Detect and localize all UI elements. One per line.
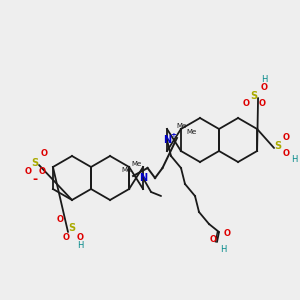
Text: Me: Me — [121, 167, 131, 173]
Text: -: - — [32, 172, 38, 185]
Text: S: S — [250, 91, 258, 101]
Text: O: O — [56, 215, 64, 224]
Text: H: H — [261, 76, 267, 85]
Text: S: S — [68, 223, 76, 233]
Text: +: + — [170, 132, 176, 138]
Text: O: O — [40, 149, 47, 158]
Text: O: O — [25, 167, 32, 176]
Text: N: N — [163, 135, 171, 145]
Text: O: O — [38, 167, 46, 176]
Text: O: O — [283, 134, 290, 142]
Text: O: O — [261, 83, 268, 92]
Text: S: S — [274, 141, 282, 151]
Text: O: O — [209, 236, 217, 244]
Text: H: H — [291, 155, 297, 164]
Text: Me: Me — [177, 123, 187, 129]
Text: H: H — [220, 245, 226, 254]
Text: O: O — [224, 230, 230, 238]
Text: H: H — [77, 242, 83, 250]
Text: O: O — [62, 233, 70, 242]
Text: O: O — [76, 233, 83, 242]
Text: O: O — [259, 100, 266, 109]
Text: Me: Me — [187, 129, 197, 135]
Text: Me: Me — [131, 161, 141, 167]
Text: O: O — [283, 149, 290, 158]
Text: O: O — [243, 100, 250, 109]
Text: N: N — [139, 173, 147, 183]
Text: S: S — [32, 158, 39, 168]
